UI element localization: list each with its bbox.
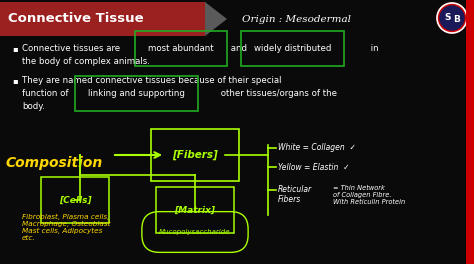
Text: Composition: Composition — [5, 156, 102, 170]
Text: Reticular
Fibers: Reticular Fibers — [278, 185, 312, 204]
Text: S: S — [445, 12, 451, 21]
Text: [Fibers]: [Fibers] — [172, 150, 218, 160]
Text: ▪: ▪ — [12, 76, 18, 85]
Text: function of: function of — [22, 89, 71, 98]
Text: body.: body. — [22, 102, 45, 111]
Text: Fibroblast, Plasma cells,
Macrophage, Osteoblast
Mast cells, Adipocytes
etc.: Fibroblast, Plasma cells, Macrophage, Os… — [22, 214, 110, 241]
Text: B: B — [454, 15, 460, 23]
Text: Connective tissues are: Connective tissues are — [22, 44, 123, 53]
Text: in: in — [368, 44, 379, 53]
Text: Yellow = Elastin  ✓: Yellow = Elastin ✓ — [278, 163, 349, 172]
Text: other tissues/organs of the: other tissues/organs of the — [218, 89, 337, 98]
Text: White = Collagen  ✓: White = Collagen ✓ — [278, 144, 356, 153]
Text: ▪: ▪ — [12, 44, 18, 53]
Bar — [466, 0, 474, 264]
FancyBboxPatch shape — [0, 2, 205, 36]
Circle shape — [440, 6, 464, 30]
Text: Mucopolysaccharide: Mucopolysaccharide — [159, 229, 231, 235]
Text: [Matrix]: [Matrix] — [174, 205, 216, 214]
Text: most abundant: most abundant — [148, 44, 214, 53]
Text: [Cells]: [Cells] — [59, 196, 91, 205]
Circle shape — [437, 3, 467, 33]
Text: widely distributed: widely distributed — [254, 44, 331, 53]
Polygon shape — [205, 2, 227, 36]
Text: Origin : Mesodermal: Origin : Mesodermal — [242, 16, 351, 25]
Text: linking and supporting: linking and supporting — [88, 89, 185, 98]
Text: = Thin Network
of Collagen Fibre.
With Reticulin Protein: = Thin Network of Collagen Fibre. With R… — [333, 185, 405, 205]
Text: and: and — [228, 44, 250, 53]
Text: Connective Tissue: Connective Tissue — [8, 12, 144, 26]
Text: the body of complex animals.: the body of complex animals. — [22, 57, 150, 66]
Text: They are named connective tissues because of their special: They are named connective tissues becaus… — [22, 76, 282, 85]
